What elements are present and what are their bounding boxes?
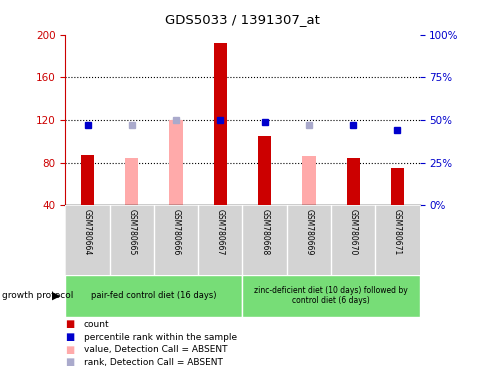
- Text: ■: ■: [65, 345, 75, 355]
- Text: GDS5033 / 1391307_at: GDS5033 / 1391307_at: [165, 13, 319, 26]
- Text: GSM780670: GSM780670: [348, 209, 357, 255]
- Bar: [213, 43, 227, 205]
- Bar: [242, 275, 419, 317]
- Text: GSM780671: GSM780671: [392, 209, 401, 255]
- Text: pair-fed control diet (16 days): pair-fed control diet (16 days): [91, 291, 216, 300]
- Text: ■: ■: [65, 319, 75, 329]
- Text: growth protocol: growth protocol: [2, 291, 74, 300]
- Text: ▶: ▶: [52, 291, 61, 301]
- Bar: [257, 136, 271, 205]
- Bar: [81, 155, 94, 205]
- Text: percentile rank within the sample: percentile rank within the sample: [84, 333, 237, 342]
- Text: GSM780668: GSM780668: [259, 209, 269, 255]
- Text: GSM780666: GSM780666: [171, 209, 180, 255]
- Text: GSM780664: GSM780664: [83, 209, 92, 255]
- Text: GSM780669: GSM780669: [304, 209, 313, 255]
- Text: ■: ■: [65, 332, 75, 342]
- Bar: [390, 168, 403, 205]
- Text: value, Detection Call = ABSENT: value, Detection Call = ABSENT: [84, 345, 227, 354]
- Bar: [302, 156, 315, 205]
- Bar: [125, 159, 138, 205]
- Text: zinc-deficient diet (10 days) followed by
control diet (6 days): zinc-deficient diet (10 days) followed b…: [254, 286, 407, 305]
- Bar: [169, 120, 182, 205]
- Bar: [346, 159, 359, 205]
- Text: GSM780667: GSM780667: [215, 209, 225, 255]
- Text: rank, Detection Call = ABSENT: rank, Detection Call = ABSENT: [84, 358, 222, 367]
- Text: count: count: [84, 320, 109, 329]
- Text: GSM780665: GSM780665: [127, 209, 136, 255]
- Text: ■: ■: [65, 358, 75, 367]
- Bar: [65, 275, 242, 317]
